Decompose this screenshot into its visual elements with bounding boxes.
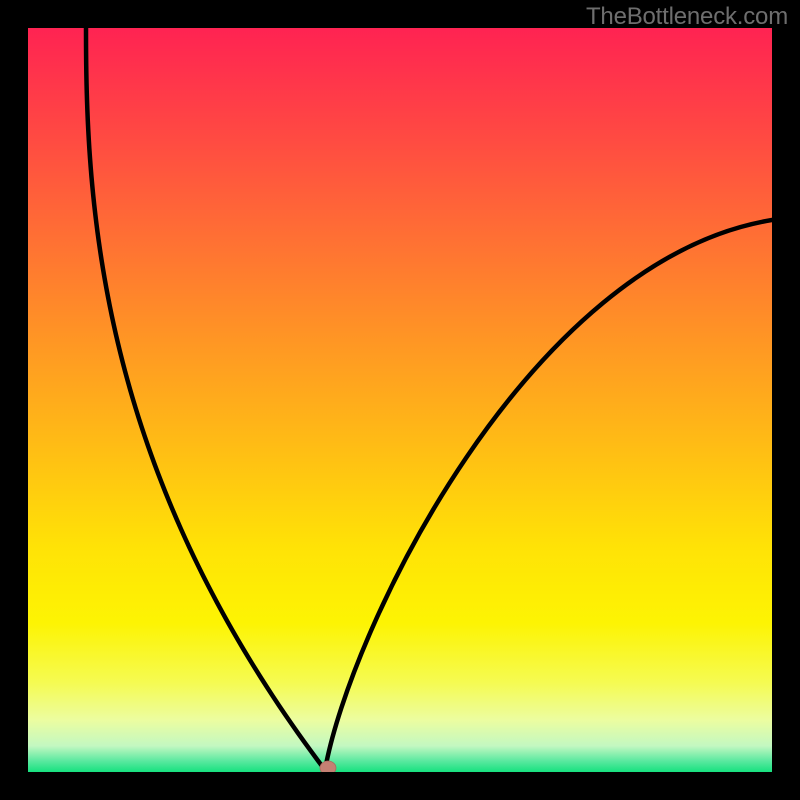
- plot-area: [28, 28, 772, 772]
- plot-svg: [28, 28, 772, 772]
- minimum-marker: [320, 761, 336, 772]
- watermark-text: TheBottleneck.com: [586, 3, 788, 31]
- chart-container: TheBottleneck.com: [0, 0, 800, 800]
- plot-background: [28, 28, 772, 772]
